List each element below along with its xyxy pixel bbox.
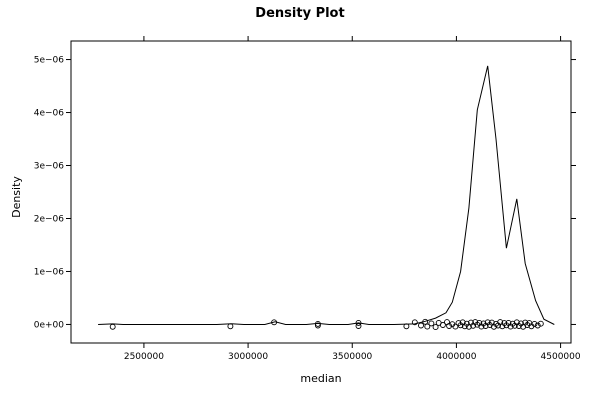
data-point [452,323,459,330]
data-point [422,318,429,325]
data-point [411,319,418,326]
x-tick-label: 3500000 [332,352,372,362]
data-point [271,319,278,326]
y-tick-label: 4e−06 [34,109,65,119]
density-curve [98,65,555,325]
data-point [314,322,321,329]
x-axis-label: median [300,372,341,385]
chart-title: Density Plot [255,6,344,21]
data-point [227,323,234,330]
data-point [439,322,446,328]
x-tick-label: 2500000 [124,352,164,362]
data-point [446,323,453,329]
y-tick-label: 2e−06 [34,214,65,224]
data-point [534,322,541,329]
y-tick-label: 5e−06 [34,56,65,66]
data-point [432,324,439,331]
x-tick-label: 3000000 [228,352,268,362]
plot-frame [70,40,572,344]
data-point [403,323,410,330]
axis-tick-labels: 2500000 3000000 3500000 4000000 4500000 0e+00… [34,56,581,362]
x-tick-label: 4500000 [541,352,581,362]
data-point [109,323,116,330]
data-point [314,320,321,327]
y-axis-label: Density [10,176,23,218]
y-tick-label: 0e+00 [34,320,65,330]
y-tick-label: 1e−06 [34,267,65,277]
data-point [428,320,435,327]
data-point [355,323,362,329]
y-tick-label: 3e−06 [34,162,65,172]
data-point [418,322,424,329]
x-tick-label: 4000000 [436,352,476,362]
data-point [537,320,544,327]
data-points [109,318,544,331]
axis-ticks [66,36,576,348]
data-point [424,323,431,330]
data-point [531,320,538,327]
data-point [355,319,362,326]
